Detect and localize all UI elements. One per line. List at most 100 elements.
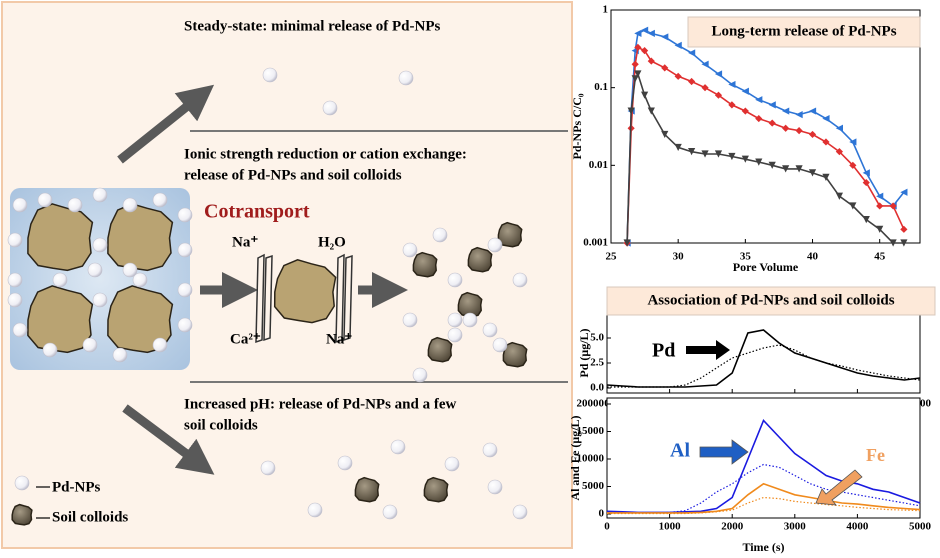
pd-nanoparticle (14, 475, 30, 491)
data-point (741, 87, 749, 95)
data-point (627, 107, 635, 115)
series-line (607, 463, 921, 514)
data-point (688, 77, 696, 86)
data-point (822, 114, 830, 123)
pd-nanoparticle (487, 479, 503, 495)
soil-aggregate (27, 285, 94, 354)
pd-nanoparticle (7, 272, 23, 288)
data-point (688, 148, 696, 156)
pd-nanoparticle (482, 442, 498, 458)
pd-nanoparticle (132, 272, 148, 288)
data-point (835, 192, 843, 200)
data-point (835, 124, 843, 132)
data-point (640, 47, 649, 55)
data-point (876, 192, 884, 200)
pd-nanoparticle (492, 337, 508, 353)
data-point (795, 111, 803, 119)
data-point (876, 202, 884, 210)
y-tick-label: 0.01 (589, 159, 608, 171)
decoration (7, 67, 528, 526)
cotransport-label: Cotransport (204, 201, 310, 223)
annotation: Pd (652, 340, 675, 362)
pd-nanoparticle (82, 337, 98, 353)
data-point (714, 91, 723, 99)
y-tick-label: 20000 (577, 398, 605, 410)
y-tick-label: 15000 (577, 425, 605, 437)
soil-colloid (11, 503, 33, 526)
data-point (634, 43, 642, 51)
data-point (822, 138, 830, 146)
y-tick-label: 5000 (582, 480, 605, 492)
pd-nanoparticle (447, 272, 463, 288)
data-point (889, 239, 897, 247)
pd-nanoparticle (398, 70, 414, 86)
pd-nanoparticle (37, 192, 53, 208)
soil-colloid (354, 476, 380, 503)
data-point (701, 60, 709, 68)
pd-nanoparticle (112, 347, 128, 363)
pd-nanoparticle (152, 337, 168, 353)
pd-nanoparticle (512, 504, 528, 520)
data-point (876, 225, 884, 233)
data-point (822, 173, 830, 181)
data-point (849, 138, 857, 146)
pd-nanoparticle (487, 237, 503, 253)
pd-nanoparticle (322, 100, 338, 116)
y-axis-label: Al and Fe (μg/L) (568, 415, 582, 500)
soil-aggregate (27, 203, 94, 272)
pd-nanoparticle (412, 367, 428, 383)
data-point (674, 72, 682, 80)
data-point (782, 124, 790, 132)
pd-nanoparticle (390, 439, 406, 455)
pd-nanoparticle (382, 504, 398, 520)
data-point (808, 169, 817, 177)
data-point (755, 96, 763, 104)
data-point (640, 26, 649, 34)
pd-nanoparticle (262, 67, 278, 83)
data-point (849, 161, 857, 169)
pd-nanoparticle (87, 262, 103, 278)
pd-nanoparticle (12, 322, 28, 338)
data-point (728, 152, 736, 161)
data-point (674, 143, 682, 152)
pd-nanoparticle (447, 312, 463, 328)
pd-nanoparticle (462, 312, 478, 328)
pd-nanoparticle (447, 327, 463, 343)
pd-nanoparticle (444, 456, 460, 472)
pd-nanoparticle (307, 502, 323, 518)
x-tick-label: 30 (673, 251, 685, 263)
data-point (900, 188, 908, 196)
series-line (607, 344, 921, 388)
pd-nanoparticle (260, 460, 276, 476)
x-tick-label: 35 (740, 251, 752, 263)
data-point (795, 165, 803, 173)
pd-nanoparticle (7, 292, 23, 308)
soil-colloid (412, 251, 438, 278)
x-tick-label: 1000 (659, 521, 682, 533)
soil-colloid (467, 246, 493, 273)
data-point (640, 91, 649, 99)
soil-colloid (427, 336, 453, 363)
data-point (755, 114, 763, 123)
pd-nanoparticle (122, 262, 138, 278)
data-point (862, 178, 870, 187)
ph-text: Increased pH: release of Pd-NPs and a fe… (184, 396, 457, 412)
y-axis-label: Pd-NPs C/C₀ (570, 93, 584, 159)
pd-nanoparticle (7, 232, 23, 248)
pd-nanoparticle (177, 207, 193, 223)
data-point (631, 75, 639, 83)
legend-label: Soil colloids (52, 509, 128, 525)
data-point (849, 202, 857, 210)
pd-nanoparticle (402, 312, 418, 328)
pd-nanoparticle (337, 455, 353, 471)
data-point (728, 80, 736, 89)
data-point (631, 60, 639, 68)
y-axis-label: Pd (μg/L) (577, 328, 591, 377)
series-line (606, 329, 921, 388)
y-tick-label: 10000 (577, 453, 605, 465)
y-tick-label: 5.0 (590, 332, 604, 344)
arrow (117, 84, 215, 164)
pd-nanoparticle (42, 342, 58, 358)
title-box (687, 16, 921, 48)
data-point (623, 239, 631, 247)
